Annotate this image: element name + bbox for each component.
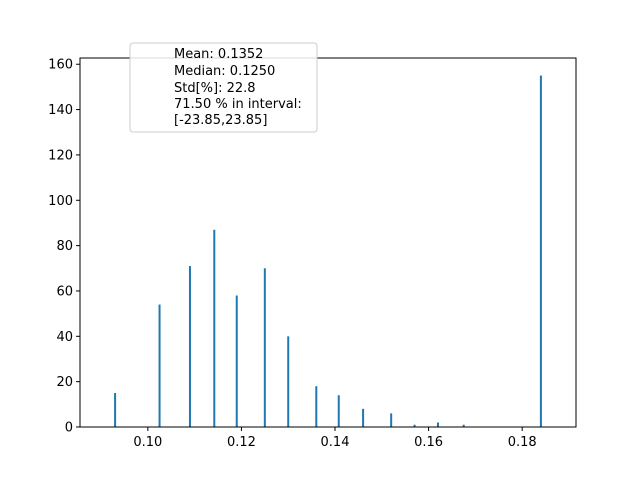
y-tick-label-5: 100 — [48, 194, 73, 209]
y-tick-label-7: 140 — [48, 103, 73, 118]
legend-line-std: Std[%]: 22.8 — [174, 81, 256, 96]
x-axis-ticks: 0.10 0.12 0.14 0.16 0.18 — [133, 427, 537, 450]
histogram-bar-9 — [362, 408, 365, 427]
histogram-bar-2 — [188, 266, 191, 427]
histogram-bar-0 — [114, 392, 117, 427]
x-tick-label-0: 0.10 — [133, 435, 162, 450]
legend-line-mean: Mean: 0.1352 — [174, 47, 263, 62]
plot-area-frame — [79, 57, 577, 428]
histogram-bar-6 — [287, 336, 290, 427]
histogram-bar-14 — [539, 75, 542, 427]
histogram-bar-13 — [462, 424, 465, 427]
legend-box — [129, 42, 318, 133]
y-tick-label-6: 120 — [48, 148, 73, 163]
histogram-bar-1 — [158, 304, 161, 427]
x-tick-label-3: 0.16 — [414, 435, 443, 450]
legend-line-interval-range: [-23.85,23.85] — [174, 113, 267, 128]
histogram-bar-4 — [235, 295, 238, 427]
y-tick-label-1: 20 — [56, 375, 73, 390]
legend-line-median: Median: 0.1250 — [174, 64, 275, 79]
histogram-bar-10 — [390, 413, 393, 427]
y-tick-label-4: 80 — [56, 239, 73, 254]
y-axis-ticks: 0 20 40 60 80 100 120 140 160 — [48, 58, 80, 436]
x-tick-label-1: 0.12 — [227, 435, 256, 450]
y-tick-label-0: 0 — [65, 421, 73, 436]
histogram-bar-11 — [413, 424, 416, 427]
y-tick-label-2: 40 — [56, 330, 73, 345]
histogram-bar-8 — [337, 395, 340, 427]
x-tick-label-4: 0.18 — [508, 435, 537, 450]
histogram-bar-5 — [263, 268, 266, 427]
x-tick-label-2: 0.14 — [321, 435, 350, 450]
y-tick-label-8: 160 — [48, 58, 73, 73]
histogram-bar-12 — [436, 422, 439, 427]
bars-group — [114, 75, 542, 427]
y-tick-label-3: 60 — [56, 284, 73, 299]
histogram-bar-3 — [213, 229, 216, 427]
histogram-bar-7 — [315, 386, 318, 427]
stats-legend: Mean: 0.1352 Median: 0.1250 Std[%]: 22.8… — [129, 42, 318, 133]
legend-line-interval-pct: 71.50 % in interval: — [174, 97, 302, 112]
